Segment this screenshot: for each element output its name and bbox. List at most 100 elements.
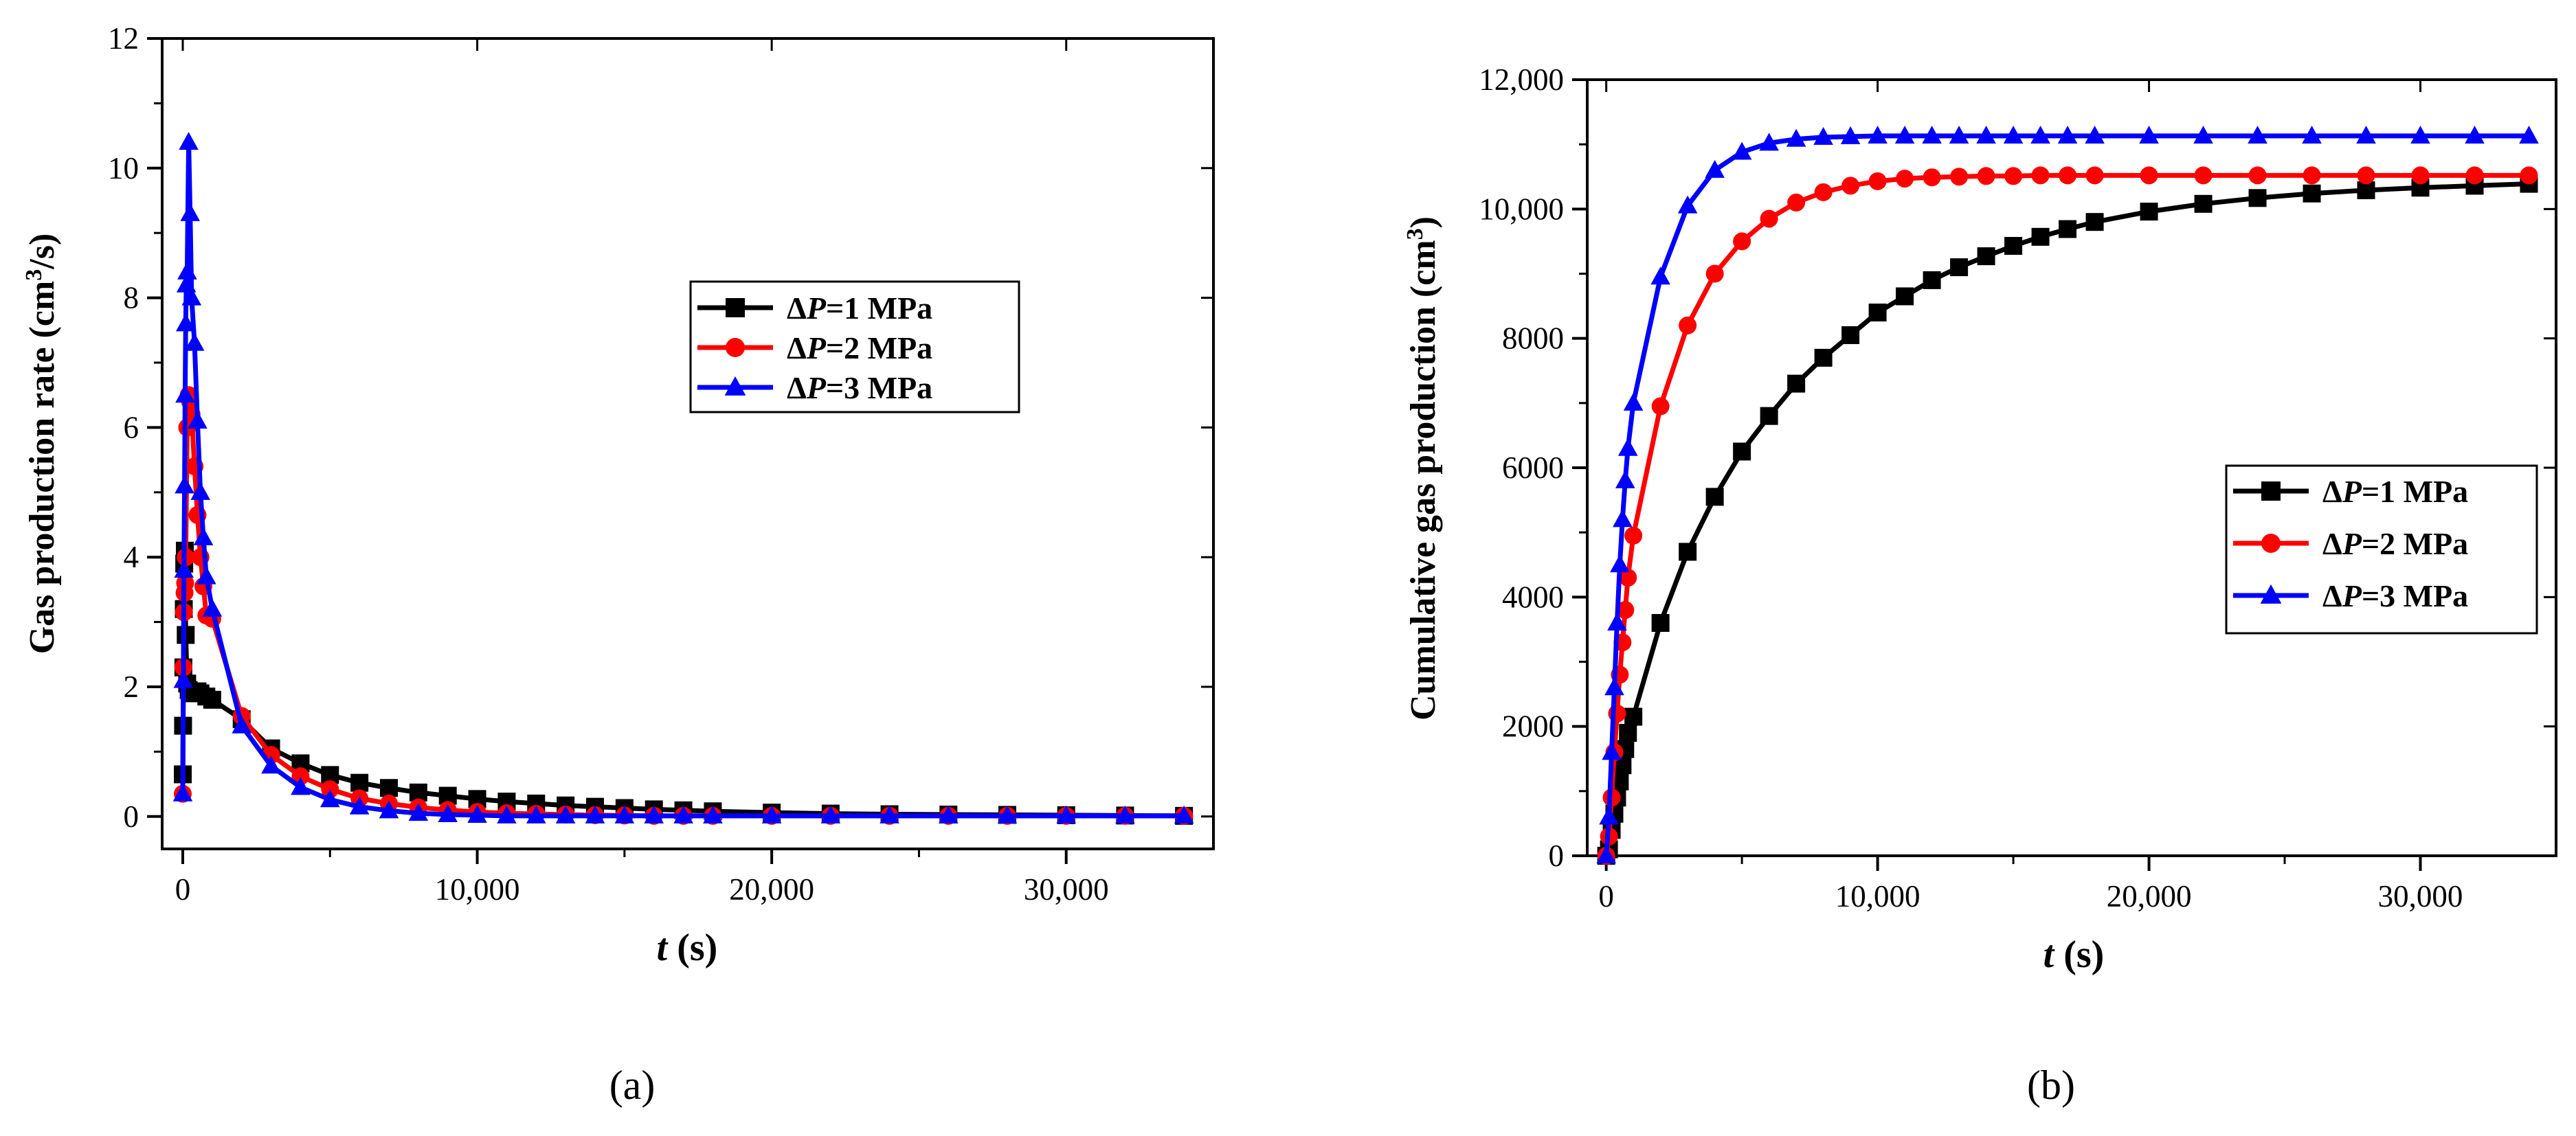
data-point (1759, 133, 1779, 151)
data-point (291, 767, 310, 786)
data-point (196, 566, 216, 584)
svg-text:Cumulative gas production (cm3: Cumulative gas production (cm3) (1402, 216, 1444, 720)
data-point (1949, 125, 1969, 144)
series-line (180, 392, 1185, 819)
legend-marker (2261, 534, 2281, 553)
data-point (1616, 601, 1635, 620)
y-tick-label: 2 (124, 670, 139, 704)
data-point (2059, 220, 2077, 238)
y-axis-label-a: Gas production rate (cm3/s) (21, 234, 63, 655)
data-point (438, 804, 458, 823)
chart-panel-b: 0 10,000 20,000 30,000 0 2000 4000 6000 8000 10,0… (1402, 63, 2557, 1108)
data-point (2085, 166, 2104, 185)
data-point (497, 805, 517, 823)
data-point (2193, 125, 2213, 144)
series-square-1 (1597, 174, 2538, 865)
data-point (175, 475, 194, 494)
data-point (1705, 488, 1724, 506)
data-point (2248, 125, 2267, 144)
y-tick-label: 6000 (1502, 451, 1564, 485)
data-point (2059, 166, 2077, 185)
data-point (1733, 232, 1751, 251)
data-point (2303, 184, 2321, 203)
data-point (585, 805, 605, 823)
x-axis-label-a: t (s) (657, 927, 718, 969)
data-point (1868, 125, 1888, 144)
data-point (2519, 125, 2539, 144)
data-point (409, 783, 427, 802)
data-point (2140, 166, 2158, 185)
data-point (2031, 166, 2050, 185)
series-b (1596, 125, 2539, 865)
data-point (1841, 177, 1860, 195)
data-point (1894, 125, 1915, 144)
data-point (1923, 271, 1941, 289)
data-point (173, 670, 194, 688)
data-point (1596, 845, 1616, 864)
data-point (2194, 166, 2213, 185)
data-point (1868, 172, 1887, 190)
y-tick-label: 4 (124, 540, 139, 574)
data-point (1896, 170, 1914, 188)
data-point (1733, 442, 1751, 461)
series-circle-2 (174, 386, 1194, 825)
x-axis-label-b: t (s) (2043, 933, 2105, 976)
data-point (2520, 166, 2538, 185)
data-point (350, 773, 369, 792)
series-a (172, 132, 1194, 825)
data-point (2356, 125, 2376, 144)
data-point (2085, 125, 2105, 144)
data-point (1977, 247, 1995, 266)
data-point (2030, 125, 2050, 144)
data-point (2248, 189, 2267, 207)
x-tick-label: 20,000 (729, 872, 814, 907)
data-point (1814, 348, 1833, 367)
legend-marker (2260, 584, 2282, 604)
x-tick-label: 10,000 (435, 872, 520, 907)
data-point (1705, 159, 1725, 178)
data-point (232, 715, 252, 734)
data-point (174, 560, 194, 578)
data-point (1624, 707, 1643, 726)
data-point (1760, 407, 1778, 425)
data-point (1615, 470, 1635, 488)
data-point (1976, 125, 1996, 144)
data-point (1705, 264, 1724, 283)
data-point (1787, 193, 1806, 212)
y-tick-label: 12,000 (1479, 63, 1564, 97)
data-point (1174, 805, 1194, 823)
data-point (184, 332, 205, 351)
x-tick-label: 30,000 (1024, 872, 1109, 907)
panel-caption-a: (a) (609, 1063, 656, 1108)
data-point (1619, 569, 1637, 587)
data-point (2248, 166, 2267, 185)
data-point (2140, 203, 2158, 221)
data-point (321, 780, 339, 799)
data-point (176, 274, 197, 293)
data-point (880, 805, 899, 823)
data-point (614, 805, 635, 823)
data-point (1650, 266, 1670, 285)
panel-caption-b: (b) (2027, 1063, 2075, 1108)
data-point (188, 411, 208, 429)
legend-a: ΔP=1 MPa ΔP=2 MPa ΔP=3 MPa (689, 280, 1020, 413)
x-tick-label: 20,000 (2107, 879, 2192, 913)
data-point (190, 481, 211, 500)
data-point (555, 805, 576, 823)
data-point (320, 789, 340, 808)
legend-marker (726, 338, 745, 357)
data-point (180, 203, 201, 221)
data-point (1840, 126, 1861, 144)
data-point (380, 779, 398, 797)
data-point (997, 805, 1018, 823)
data-point (2004, 167, 2023, 185)
legend-marker (724, 376, 746, 396)
data-point (2357, 166, 2375, 185)
data-point (2465, 166, 2484, 185)
data-point (2139, 125, 2159, 144)
series-line (180, 139, 1185, 819)
data-point (1604, 677, 1624, 696)
data-point (761, 805, 782, 823)
y-tick-label: 0 (124, 799, 139, 834)
